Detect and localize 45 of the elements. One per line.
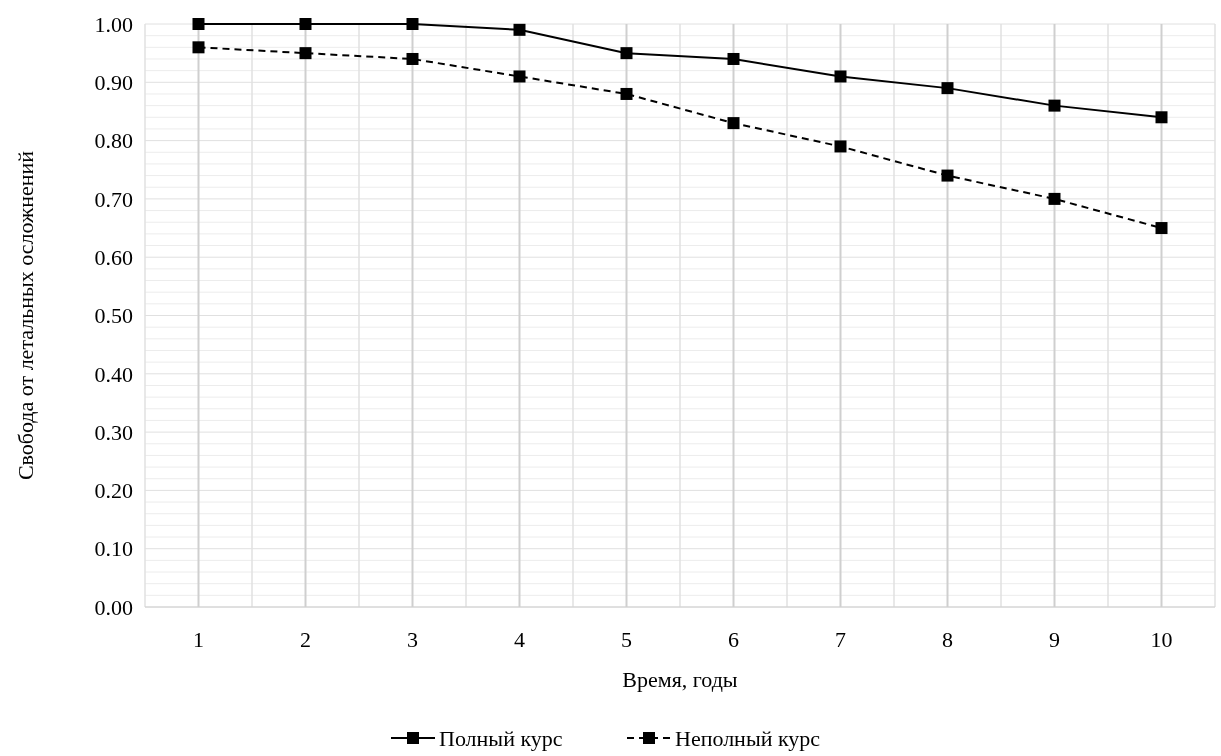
- point: [192, 41, 205, 54]
- x-tick-label: 6: [728, 627, 739, 652]
- point: [299, 18, 312, 30]
- point: [1155, 222, 1168, 235]
- point: [406, 52, 419, 65]
- point: [727, 117, 740, 130]
- point: [1048, 99, 1061, 112]
- point: [299, 47, 312, 60]
- point: [406, 18, 419, 30]
- x-tick-label: 5: [621, 627, 632, 652]
- y-tick-label: 0.30: [94, 419, 133, 445]
- point: [834, 70, 847, 83]
- y-axis-title: Свобода от летальных осложнений: [13, 150, 38, 481]
- y-tick-label: 1.00: [94, 11, 133, 37]
- legend-label: Полный курс: [439, 725, 563, 751]
- point: [620, 47, 633, 60]
- x-tick-label: 9: [1049, 627, 1060, 652]
- x-tick-label: 3: [407, 627, 418, 652]
- x-tick-label: 8: [942, 627, 953, 652]
- y-tick-label: 0.60: [94, 244, 133, 270]
- y-tick-label: 0.70: [94, 186, 133, 212]
- x-tick-label: 7: [835, 627, 846, 652]
- point: [834, 140, 847, 153]
- y-tick-label: 0.20: [94, 478, 133, 504]
- x-tick-label: 10: [1150, 627, 1173, 652]
- y-tick-label: 0.00: [94, 594, 133, 620]
- point: [513, 70, 526, 83]
- y-tick-label: 0.50: [94, 303, 133, 329]
- x-axis-title: Время, годы: [622, 667, 738, 692]
- x-tick-label: 1: [193, 627, 204, 652]
- point: [727, 52, 740, 65]
- point: [941, 82, 954, 95]
- legend-label: Неполный курс: [675, 725, 821, 751]
- point: [1155, 111, 1168, 124]
- point: [513, 23, 526, 36]
- y-tick-label: 0.10: [94, 536, 133, 562]
- point: [941, 169, 954, 182]
- point: [1048, 192, 1061, 205]
- y-tick-label: 0.40: [94, 361, 133, 387]
- point: [620, 87, 633, 100]
- y-tick-label: 0.90: [94, 70, 133, 95]
- point: [192, 18, 205, 30]
- x-tick-label: 2: [300, 627, 311, 652]
- x-tick-label: 4: [514, 627, 525, 652]
- y-tick-label: 0.80: [94, 128, 133, 154]
